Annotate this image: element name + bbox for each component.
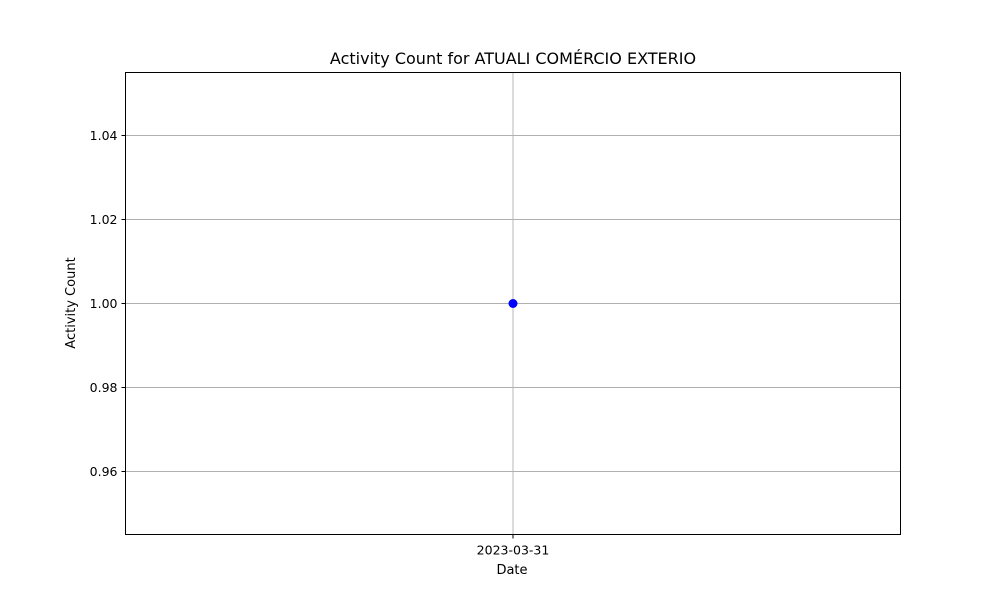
y-tick-label: 1.02	[90, 212, 118, 227]
data-point	[508, 299, 518, 308]
plot-frame	[125, 72, 901, 535]
y-axis-label: Activity Count	[64, 257, 79, 348]
y-tick-label: 0.98	[90, 380, 118, 395]
axis-ticks: 0.96 0.98 1.00 1.02 1.04 2023-03-31	[90, 128, 550, 558]
x-tick-label: 2023-03-31	[477, 543, 550, 558]
y-tick-label: 1.04	[90, 128, 118, 143]
y-tick-label: 1.00	[90, 296, 118, 311]
y-tick-label: 0.96	[90, 464, 118, 479]
data-series	[508, 299, 518, 308]
x-axis-label: Date	[496, 563, 527, 578]
chart-title: Activity Count for ATUALI COMÉRCIO EXTER…	[330, 49, 696, 68]
